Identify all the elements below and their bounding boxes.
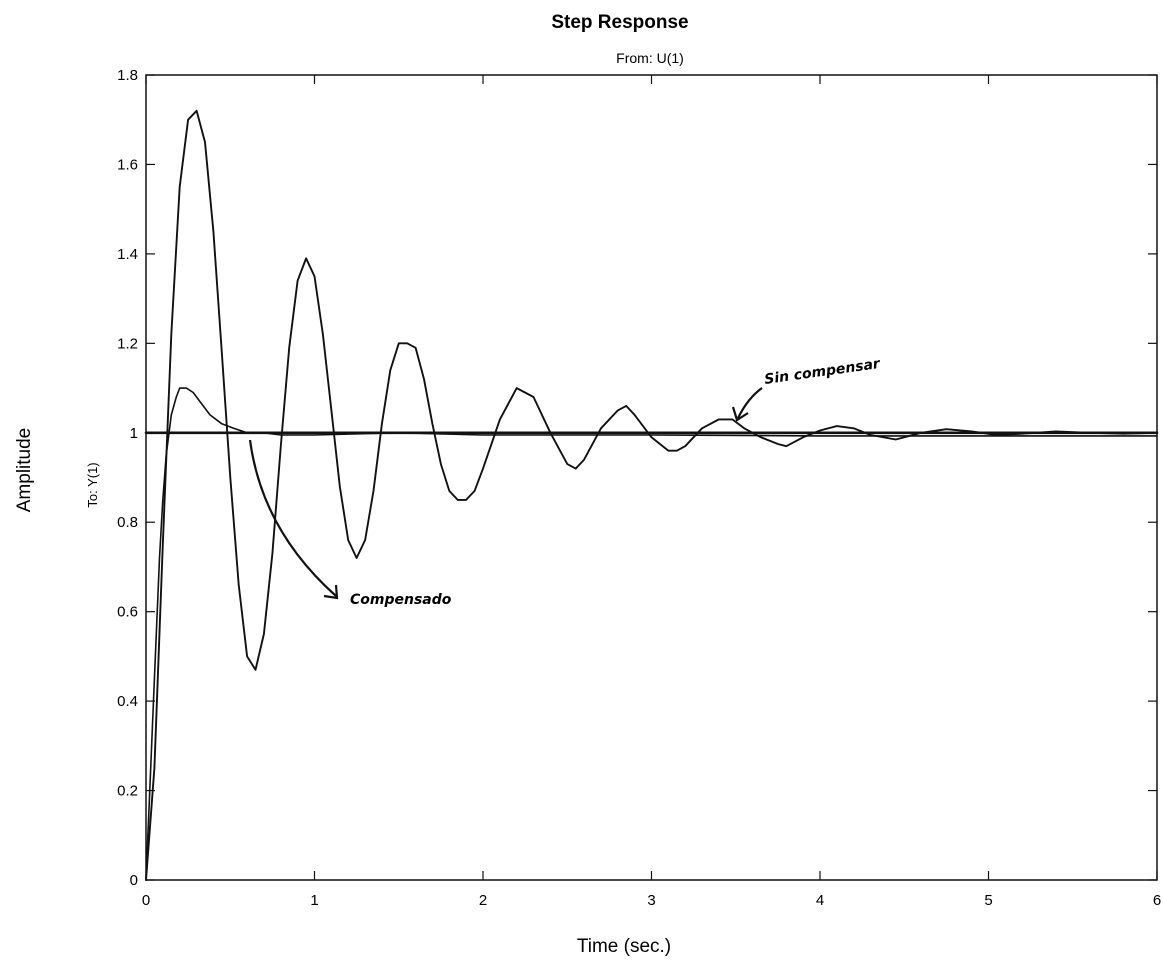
x-tick-label: 5	[984, 892, 992, 909]
x-tick-label: 6	[1153, 892, 1161, 909]
x-tick-label: 3	[647, 892, 655, 909]
y-tick-label: 0.4	[117, 693, 138, 710]
chart-subtitle: From: U(1)	[616, 50, 684, 66]
series-layer	[144, 109, 1159, 881]
y-tick-label: 1.8	[117, 67, 138, 84]
annotation-arrow	[248, 439, 337, 597]
annotation-arrow	[737, 387, 763, 419]
y-tick-label: 1.4	[117, 246, 138, 263]
series-line-sin-compensar	[145, 109, 1158, 881]
y-tick-label: 0.6	[117, 604, 138, 621]
x-tick-label: 0	[142, 892, 150, 909]
y-tick-label: 0.8	[117, 514, 138, 531]
y-tick-label: 1.2	[117, 335, 138, 352]
annotation-compensado: Compensado	[248, 439, 452, 608]
annotation-arrowhead	[731, 406, 749, 422]
y-tick-label: 0	[130, 872, 138, 889]
y-tick-label: 1	[130, 425, 138, 442]
annotation-arrowhead	[323, 584, 339, 600]
x-tick-label: 1	[310, 892, 318, 909]
axis-ticks: 0 1 2 3 4 5 6 0 0.2 0.4 0.6 0.8 1 1.2 1.4 1.6 1.8	[117, 67, 1161, 909]
series-line-compensado	[145, 387, 1158, 881]
plot-frame	[145, 74, 1158, 881]
x-tick-label: 2	[479, 892, 487, 909]
x-tick-label: 4	[816, 892, 824, 909]
chart-title: Step Response	[551, 12, 688, 33]
annotation-sin-compensar-text: Sin compensar	[763, 356, 882, 388]
y-axis-label: Amplitude	[14, 428, 35, 513]
annotation-sin-compensar: Sin compensar	[731, 356, 882, 422]
y-axis-inner-label: To: Y(1)	[85, 462, 100, 507]
y-tick-label: 1.6	[117, 156, 138, 173]
y-tick-label: 0.2	[117, 783, 138, 800]
annotation-compensado-text: Compensado	[350, 592, 452, 608]
x-axis-label: Time (sec.)	[577, 936, 671, 957]
